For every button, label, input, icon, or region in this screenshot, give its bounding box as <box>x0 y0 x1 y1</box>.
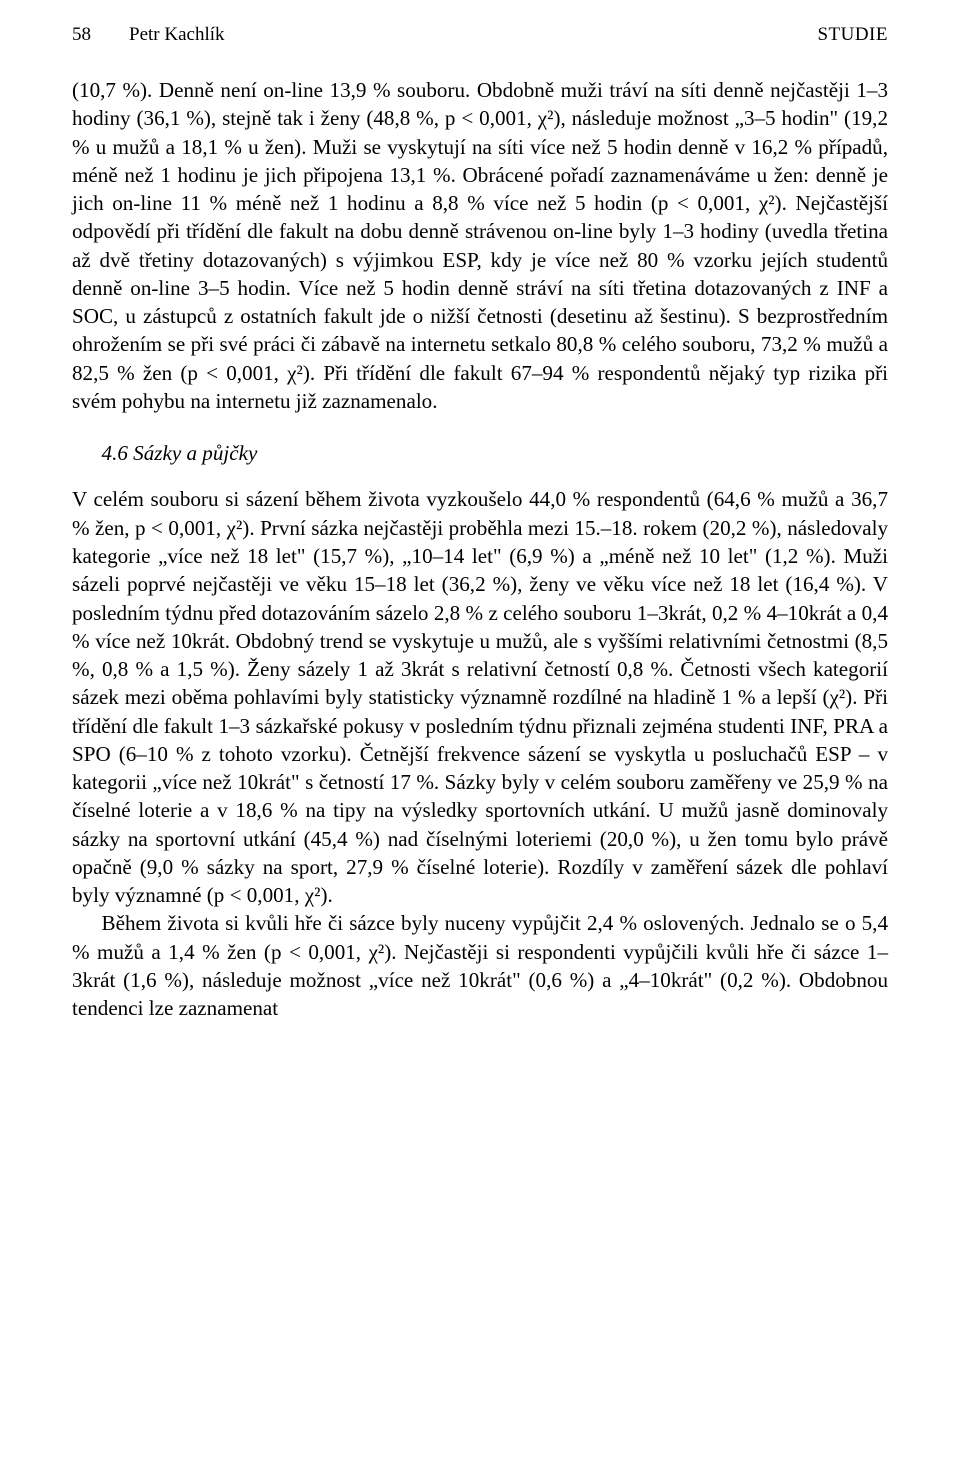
page-number: 58 <box>72 24 91 46</box>
running-head-author: Petr Kachlík <box>129 24 225 46</box>
paragraph-2: V celém souboru si sázení během života v… <box>72 485 888 909</box>
paragraph-3: Během života si kvůli hře či sázce byly … <box>72 909 888 1022</box>
running-head: 58 Petr Kachlík STUDIE <box>72 24 888 46</box>
running-head-section: STUDIE <box>817 24 888 46</box>
paragraph-1: (10,7 %). Denně není on-line 13,9 % soub… <box>72 76 888 415</box>
body-text: (10,7 %). Denně není on-line 13,9 % soub… <box>72 76 888 1023</box>
running-head-left: 58 Petr Kachlík <box>72 24 225 46</box>
subheading-4-6: 4.6 Sázky a půjčky <box>102 439 888 467</box>
page: 58 Petr Kachlík STUDIE (10,7 %). Denně n… <box>0 0 960 1071</box>
